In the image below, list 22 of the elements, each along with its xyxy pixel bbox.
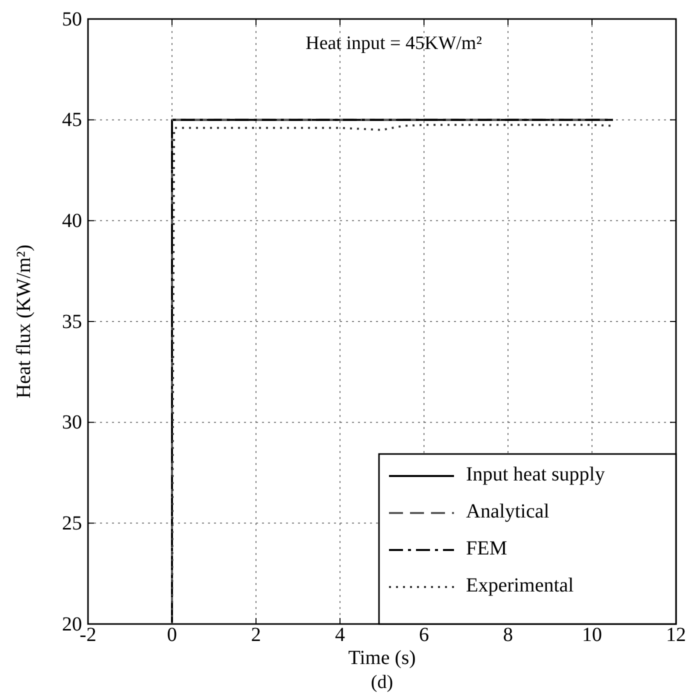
x-tick-label: 10 (582, 624, 602, 646)
y-tick-label: 40 (62, 210, 82, 232)
legend-label: Input heat supply (466, 464, 605, 486)
y-tick-label: 30 (62, 412, 82, 434)
legend-label: FEM (466, 538, 508, 560)
x-tick-label: 0 (167, 624, 177, 646)
y-tick-label: 35 (62, 310, 82, 333)
y-tick-label: 20 (62, 613, 82, 636)
x-tick-label: 8 (503, 624, 513, 646)
y-tick-label: 25 (62, 512, 82, 535)
x-tick-label: 6 (419, 624, 429, 646)
y-axis-title: Heat flux (KW/m²) (13, 244, 35, 398)
x-tick-label: 2 (251, 624, 261, 646)
legend-label: Analytical (466, 500, 550, 523)
x-tick-label: 12 (666, 624, 686, 646)
y-tick-label: 50 (62, 8, 82, 30)
annotation: Heat input = 45KW/m² (306, 33, 482, 54)
legend-label: Experimental (466, 574, 574, 597)
x-tick-label: 4 (335, 624, 345, 646)
y-tick-label: 45 (62, 109, 82, 132)
text: (d) (370, 672, 394, 693)
x-axis-title: Time (s) (348, 647, 416, 669)
